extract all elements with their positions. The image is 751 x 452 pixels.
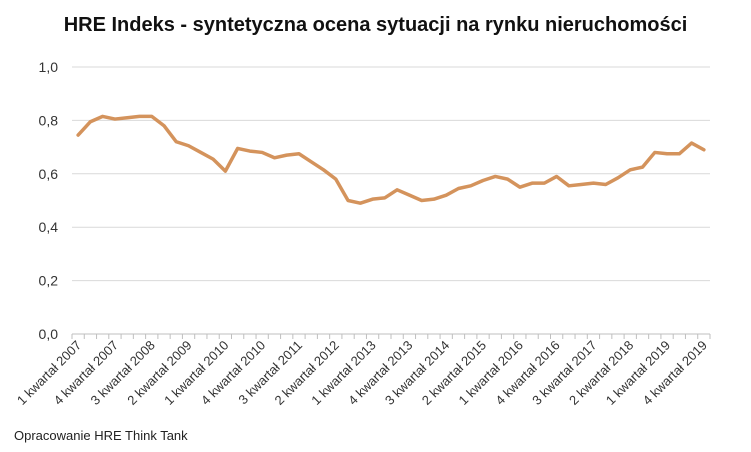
x-tick-label: 4 kwartał 2010 (198, 338, 268, 408)
chart-title: HRE Indeks - syntetyczna ocena sytuacji … (63, 14, 688, 36)
grid-lines (72, 66, 710, 282)
x-tick-label: 2 kwartał 2012 (272, 338, 342, 408)
x-axis (71, 333, 711, 339)
x-tick-label: 2 kwartał 2015 (419, 338, 489, 408)
y-tick-label: 1,0 (39, 59, 59, 75)
x-tick-label: 3 kwartał 2014 (382, 338, 452, 408)
x-tick-label: 2 kwartał 2018 (566, 338, 636, 408)
y-tick-label: 0,0 (39, 326, 59, 342)
y-tick-label: 0,2 (39, 273, 59, 289)
x-tick-label: 4 kwartał 2016 (492, 338, 562, 408)
y-tick-label: 0,4 (39, 219, 59, 235)
x-tick-label: 2 kwartał 2009 (124, 338, 194, 408)
x-tick-label: 1 kwartał 2019 (603, 338, 673, 408)
x-tick-label: 1 kwartał 2010 (161, 338, 231, 408)
x-tick-label: 3 kwartał 2017 (529, 338, 599, 408)
x-tick-label: 1 kwartał 2007 (14, 338, 84, 408)
x-tick-label: 3 kwartał 2008 (87, 338, 157, 408)
series-line (76, 114, 706, 205)
x-tick-label: 4 kwartał 2019 (640, 338, 710, 408)
source-note: Opracowanie HRE Think Tank (14, 428, 188, 443)
y-axis-tick-labels: 0,0 0,2 0,4 0,6 0,8 1,0 (39, 59, 59, 342)
x-tick-label: 1 kwartał 2013 (308, 338, 378, 408)
x-tick-label: 4 kwartał 2007 (51, 338, 121, 408)
y-tick-label: 0,6 (39, 166, 59, 182)
y-tick-label: 0,8 (39, 112, 59, 128)
series-layer (76, 114, 706, 205)
x-tick-label: 4 kwartał 2013 (345, 338, 415, 408)
x-tick-label: 1 kwartał 2016 (456, 338, 526, 408)
